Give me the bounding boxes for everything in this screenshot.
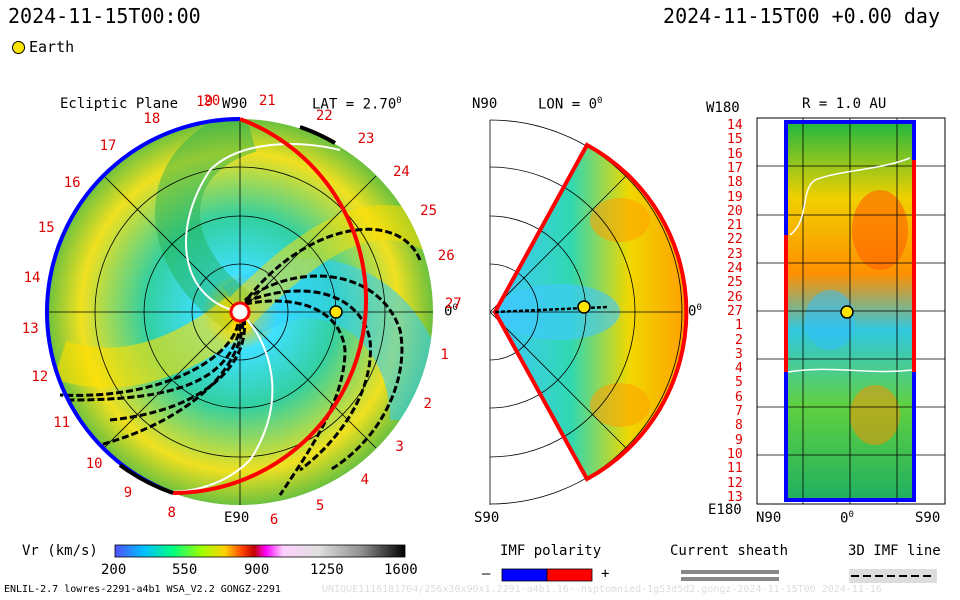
carrington-label: 21 bbox=[258, 92, 276, 109]
earth-marker-icon bbox=[577, 300, 591, 314]
carrington-label: 4 bbox=[360, 472, 370, 489]
radial-row-label: 10 bbox=[727, 446, 743, 462]
imf-plus-label: + bbox=[601, 566, 610, 582]
carrington-label: 19 bbox=[196, 94, 214, 111]
meridional-lon-label: LON = 00 bbox=[538, 96, 603, 113]
radial-row-label: 13 bbox=[727, 489, 743, 505]
carrington-label: 10 bbox=[85, 455, 103, 472]
carrington-label: 11 bbox=[53, 415, 71, 432]
footer-run-id: UNIQUE1116181704/256x30x90x1.2291-a4b1.1… bbox=[322, 584, 882, 595]
earth-marker-icon bbox=[12, 40, 25, 54]
carrington-label: 5 bbox=[315, 498, 325, 515]
carrington-label: 14 bbox=[23, 269, 41, 286]
timestamp-right: 2024-11-15T00 +0.00 day bbox=[663, 4, 940, 28]
radial-row-label: 2 bbox=[735, 332, 743, 348]
carrington-label: 26 bbox=[437, 248, 455, 265]
carrington-label: 16 bbox=[63, 175, 81, 192]
radial-row-label: 20 bbox=[727, 203, 743, 219]
radial-row-label: 23 bbox=[727, 246, 743, 262]
radial-row-label: 5 bbox=[735, 375, 743, 391]
carrington-label: 1 bbox=[440, 347, 449, 364]
meridional-panel bbox=[489, 119, 689, 505]
radial-row-label: 19 bbox=[727, 189, 743, 205]
radial-bottom-s90: S90 bbox=[915, 510, 941, 526]
radial-bottom-left-label: E180 bbox=[708, 502, 742, 518]
radial-row-label: 9 bbox=[735, 432, 743, 448]
imf-polarity-title: IMF polarity bbox=[500, 543, 602, 559]
colorbar-tick-1250: 1250 bbox=[310, 562, 344, 578]
radial-row-label: 18 bbox=[727, 175, 743, 191]
radial-row-label: 11 bbox=[727, 461, 743, 477]
carrington-label: 22 bbox=[315, 107, 333, 124]
carrington-label: 27 bbox=[444, 295, 462, 312]
imf-positive-swatch bbox=[546, 568, 593, 582]
colorbar-tick-900: 900 bbox=[244, 562, 270, 578]
current-sheath-title: Current sheath bbox=[670, 543, 789, 559]
ecliptic-title: Ecliptic Plane bbox=[60, 96, 179, 112]
carrington-label: 8 bbox=[167, 504, 176, 521]
carrington-label: 15 bbox=[37, 220, 55, 237]
radial-row-label: 8 bbox=[735, 418, 743, 434]
ecliptic-right-label: 00 bbox=[444, 303, 458, 320]
radial-title: R = 1.0 AU bbox=[802, 96, 887, 112]
meridional-top-label: N90 bbox=[472, 96, 498, 112]
ecliptic-plane-panel bbox=[45, 117, 433, 505]
earth-legend: Earth bbox=[12, 38, 74, 56]
carrington-label: 3 bbox=[395, 439, 404, 456]
radial-row-label: 16 bbox=[727, 146, 743, 162]
radial-row-label: 26 bbox=[727, 289, 743, 305]
ecliptic-top-label: W90 bbox=[222, 96, 248, 112]
radial-row-label: 15 bbox=[727, 132, 743, 148]
colorbar-tick-550: 550 bbox=[172, 562, 198, 578]
radial-row-label: 24 bbox=[727, 261, 743, 276]
ecliptic-lat-label: LAT = 2.700 bbox=[312, 96, 402, 113]
carrington-label: 12 bbox=[31, 368, 49, 385]
earth-marker-icon bbox=[329, 305, 343, 319]
imf-line-swatch bbox=[849, 569, 937, 583]
carrington-label: 24 bbox=[392, 163, 410, 180]
ecliptic-bottom-label: E90 bbox=[224, 510, 250, 526]
radial-row-label: 14 bbox=[727, 118, 743, 133]
colorbar-tick-200: 200 bbox=[101, 562, 127, 578]
imf-line-title: 3D IMF line bbox=[848, 543, 941, 559]
colorbar-tick-1600: 1600 bbox=[384, 562, 418, 578]
carrington-label: 25 bbox=[420, 203, 438, 220]
imf-minus-label: – bbox=[482, 566, 491, 582]
footer-model-info: ENLIL-2.7 lowres-2291-a4b1 WSA_V2.2 GONG… bbox=[4, 584, 281, 595]
meridional-bottom-label: S90 bbox=[474, 510, 500, 526]
earth-marker-icon bbox=[840, 305, 854, 319]
carrington-label: 2 bbox=[423, 395, 432, 412]
radial-bottom-zero: 00 bbox=[840, 510, 854, 527]
radial-row-label: 27 bbox=[727, 303, 743, 319]
radial-row-label: 17 bbox=[727, 160, 743, 176]
radial-row-label: 1 bbox=[735, 318, 743, 334]
sun-icon bbox=[229, 301, 251, 323]
velocity-colorbar bbox=[114, 544, 406, 558]
meridional-right-label: 00 bbox=[688, 303, 702, 320]
carrington-label: 18 bbox=[143, 110, 161, 127]
radial-top-left-label: W180 bbox=[706, 100, 740, 116]
radial-row-label: 3 bbox=[735, 346, 743, 362]
imf-negative-swatch bbox=[501, 568, 548, 582]
timestamp-left: 2024-11-15T00:00 bbox=[8, 4, 201, 28]
radial-row-label: 21 bbox=[727, 218, 743, 234]
radial-row-label: 12 bbox=[727, 475, 743, 491]
carrington-label: 9 bbox=[123, 484, 133, 501]
radial-slice-panel bbox=[756, 117, 946, 505]
radial-row-label: 22 bbox=[727, 232, 743, 248]
radial-bottom-n90: N90 bbox=[756, 510, 782, 526]
radial-row-label: 25 bbox=[727, 275, 743, 291]
earth-legend-label: Earth bbox=[29, 38, 75, 56]
carrington-label: 20 bbox=[203, 93, 221, 110]
carrington-label: 6 bbox=[269, 511, 279, 528]
colorbar-label: Vr (km/s) bbox=[22, 543, 98, 559]
carrington-label: 13 bbox=[21, 321, 39, 338]
current-sheath-swatch bbox=[681, 570, 779, 581]
carrington-label: 17 bbox=[99, 138, 117, 155]
radial-row-label: 4 bbox=[735, 361, 743, 377]
radial-row-label: 7 bbox=[735, 404, 743, 419]
radial-row-label: 6 bbox=[735, 389, 743, 405]
carrington-label: 23 bbox=[357, 131, 375, 148]
